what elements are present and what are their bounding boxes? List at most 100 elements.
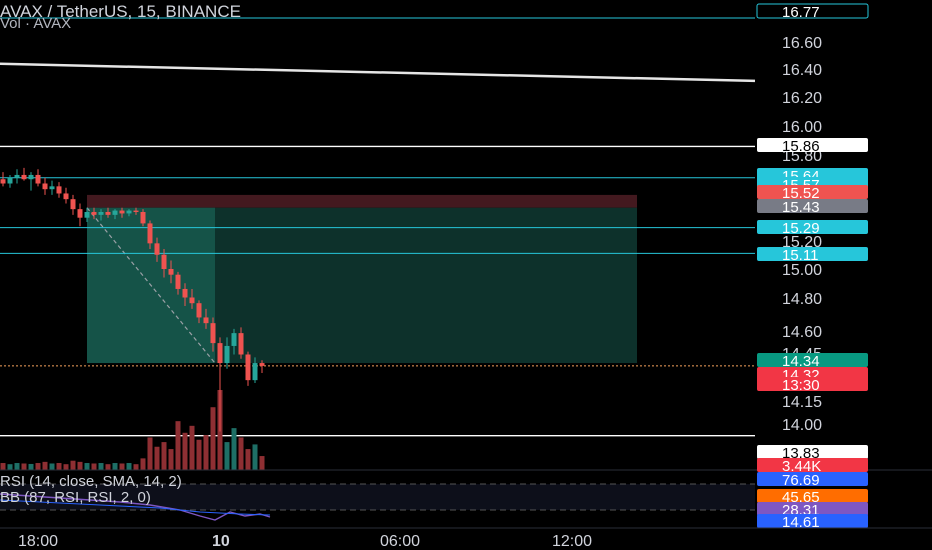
- trend-line-group[interactable]: [0, 62, 756, 83]
- candle-body-29: [203, 317, 209, 324]
- price-label-14: 45.65: [782, 489, 820, 506]
- volume-bar-23: [161, 442, 167, 470]
- price-label-7: 15.11: [782, 247, 818, 264]
- candle-body-14: [98, 212, 104, 215]
- candle-body-17: [119, 210, 125, 214]
- time-tick-label: 10: [212, 533, 230, 550]
- candle-body-31: [217, 343, 223, 364]
- axis-tick-label: 15.00: [782, 262, 822, 279]
- price-label-bg-0: [756, 3, 869, 19]
- axis-tick-label: 14.15: [782, 394, 822, 411]
- candle-body-16: [112, 210, 118, 215]
- volume-bar-4: [28, 463, 34, 470]
- price-label-bg-16: [757, 514, 868, 528]
- volume-bars: [0, 390, 265, 470]
- candle-body-35: [245, 354, 251, 381]
- axis-tick-label: 16.40: [782, 62, 822, 79]
- volume-bar-7: [49, 463, 55, 470]
- axis-tick-label: 16.60: [782, 35, 822, 52]
- candle-body-20: [140, 212, 146, 224]
- volume-bar-1: [7, 464, 13, 470]
- price-label-bg-12: [757, 458, 868, 472]
- trend-line: [0, 62, 756, 83]
- axis-tick-label: 16.20: [782, 90, 822, 107]
- price-label-11: 13.83: [782, 445, 820, 462]
- candle-body-12: [84, 212, 90, 218]
- volume-bar-13: [91, 463, 97, 470]
- axis-tick-label: 16.00: [782, 119, 822, 136]
- volume-bar-30: [210, 407, 216, 470]
- position-path-line: [86, 207, 216, 364]
- price-label-bg-14: [757, 489, 868, 503]
- candle-body-11: [77, 209, 83, 218]
- volume-bar-34: [238, 437, 244, 470]
- candle-body-34: [238, 333, 244, 355]
- candle-body-10: [70, 199, 76, 210]
- axis-tick-label: 14.80: [782, 291, 822, 308]
- volume-bar-36: [252, 444, 258, 470]
- candle-body-33: [231, 333, 237, 346]
- volume-bar-33: [231, 428, 237, 470]
- candle-body-23: [161, 254, 167, 269]
- volume-bar-25: [175, 421, 181, 470]
- axis-tick-label: 14.60: [782, 324, 822, 341]
- volume-bar-16: [112, 463, 118, 470]
- price-label-bg-10: [757, 377, 868, 391]
- price-label-13: 76.69: [782, 472, 820, 489]
- price-label-1: 15.86: [782, 138, 820, 155]
- candle-body-18: [126, 210, 132, 214]
- price-label-8: 14.34: [782, 353, 820, 370]
- candle-body-22: [154, 243, 160, 255]
- volume-bar-20: [140, 458, 146, 470]
- price-label-0: 16.77: [782, 4, 820, 21]
- volume-bar-6: [42, 461, 48, 470]
- price-label-16: 14.61: [782, 514, 820, 531]
- candle-body-15: [105, 212, 111, 215]
- volume-bar-21: [147, 437, 153, 470]
- volume-bar-19: [133, 464, 139, 470]
- candle-body-3: [21, 174, 27, 180]
- volume-bar-15: [105, 464, 111, 470]
- candle-body-8: [56, 186, 62, 194]
- volume-bar-27: [189, 425, 195, 470]
- candle-body-7: [49, 186, 55, 190]
- candle-body-26: [182, 288, 188, 298]
- bb-line: [0, 499, 271, 516]
- bb-legend[interactable]: BB (87, RSI, RSI, 2, 0): [0, 489, 151, 506]
- position-zones: [86, 194, 637, 364]
- axis-tick-label: 14.00: [782, 417, 822, 434]
- volume-bar-3: [21, 463, 27, 470]
- candle-body-36: [252, 363, 258, 381]
- volume-bar-17: [119, 463, 125, 470]
- volume-bar-28: [196, 439, 202, 470]
- volume-legend[interactable]: Vol · AVAX: [0, 15, 72, 32]
- price-label-6: 15.29: [782, 220, 820, 237]
- symbol-title[interactable]: AVAX / TetherUS, 15, BINANCE: [0, 2, 241, 21]
- price-label-bg-6: [757, 220, 868, 234]
- volume-bar-37: [259, 456, 265, 470]
- candle-body-30: [210, 323, 216, 344]
- time-tick-label: 18:00: [18, 533, 58, 550]
- price-label-bg-15: [757, 502, 868, 516]
- candle-body-21: [147, 223, 153, 244]
- volume-bar-29: [203, 435, 209, 470]
- volume-bar-35: [245, 449, 251, 470]
- volume-bar-14: [98, 463, 104, 470]
- time-tick-label: 12:00: [552, 533, 592, 550]
- volume-bar-11: [77, 461, 83, 470]
- stop-loss-zone: [87, 194, 637, 208]
- axis-tick-label: 15.80: [782, 148, 822, 165]
- candle-body-5: [35, 174, 41, 184]
- volume-bar-8: [56, 463, 62, 470]
- price-label-bg-1: [757, 138, 868, 152]
- price-label-4: 15.52: [782, 185, 820, 202]
- candle-body-13: [91, 212, 97, 215]
- volume-bar-10: [70, 460, 76, 470]
- horizontal-lines[interactable]: [0, 17, 755, 437]
- time-axis[interactable]: 18:00 10 06:00 12:00: [0, 527, 932, 550]
- candle-body-27: [189, 297, 195, 304]
- rsi-legend[interactable]: RSI (14, close, SMA, 14, 2): [0, 473, 182, 490]
- price-label-10: 13:30: [782, 377, 820, 394]
- candle-body-0: [0, 179, 6, 184]
